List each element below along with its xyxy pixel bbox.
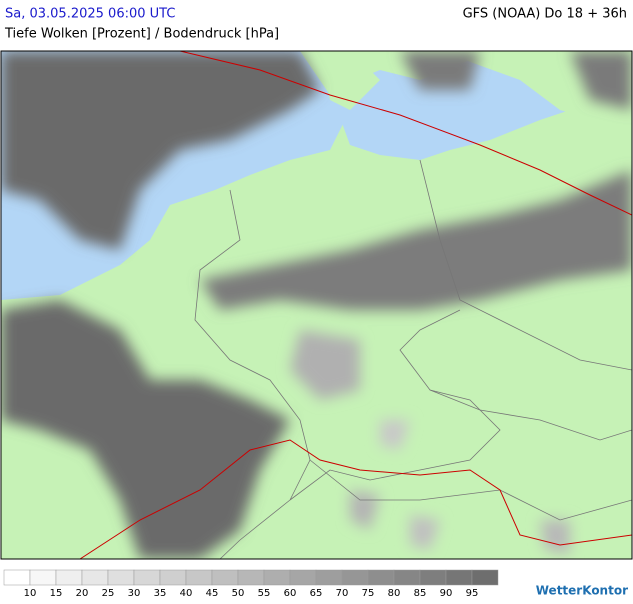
legend-swatch <box>3 569 31 586</box>
borders <box>194 159 632 559</box>
map-frame <box>0 50 633 560</box>
legend-label: 95 <box>466 588 479 599</box>
brand-logo: WetterKontor <box>536 584 628 598</box>
legend-label: 80 <box>388 588 401 599</box>
legend-label: 10 <box>24 588 37 599</box>
legend-label: 15 <box>50 588 63 599</box>
legend-label: 60 <box>284 588 297 599</box>
legend-swatch <box>133 569 161 586</box>
legend-swatch <box>263 569 291 586</box>
legend-swatch <box>29 569 57 586</box>
legend-label: 55 <box>258 588 271 599</box>
legend-swatch <box>55 569 83 586</box>
legend-swatch <box>471 569 499 586</box>
map <box>1 51 632 559</box>
legend-swatch <box>419 569 447 586</box>
legend-label: 20 <box>76 588 89 599</box>
legend-label: 35 <box>154 588 167 599</box>
legend-swatch <box>367 569 395 586</box>
timestamp: Sa, 03.05.2025 06:00 UTC <box>5 7 175 22</box>
model-run: GFS (NOAA) Do 18 + 36h <box>463 7 627 22</box>
legend-swatch <box>237 569 265 586</box>
legend-swatch <box>107 569 135 586</box>
legend-swatch <box>81 569 109 586</box>
legend-label: 50 <box>232 588 245 599</box>
legend-label: 90 <box>440 588 453 599</box>
clouds <box>1 51 632 559</box>
legend-label: 70 <box>336 588 349 599</box>
legend-label: 25 <box>102 588 115 599</box>
legend-swatch <box>159 569 187 586</box>
legend-label: 65 <box>310 588 323 599</box>
isobars <box>79 51 632 559</box>
legend-label: 85 <box>414 588 427 599</box>
legend-swatch <box>185 569 213 586</box>
subtitle: Tiefe Wolken [Prozent] / Bodendruck [hPa… <box>4 27 279 42</box>
legend-swatch <box>445 569 473 586</box>
legend-swatch <box>341 569 369 586</box>
legend: 10 15 20 25 30 35 40 45 50 55 60 65 70 75 80 85 90 95 <box>3 569 499 599</box>
legend-label: 40 <box>180 588 193 599</box>
legend-swatch <box>393 569 421 586</box>
legend-swatch <box>315 569 343 586</box>
legend-swatch <box>211 569 239 586</box>
legend-swatch <box>289 569 317 586</box>
legend-label: 75 <box>362 588 375 599</box>
legend-label: 30 <box>128 588 141 599</box>
legend-label: 45 <box>206 588 219 599</box>
